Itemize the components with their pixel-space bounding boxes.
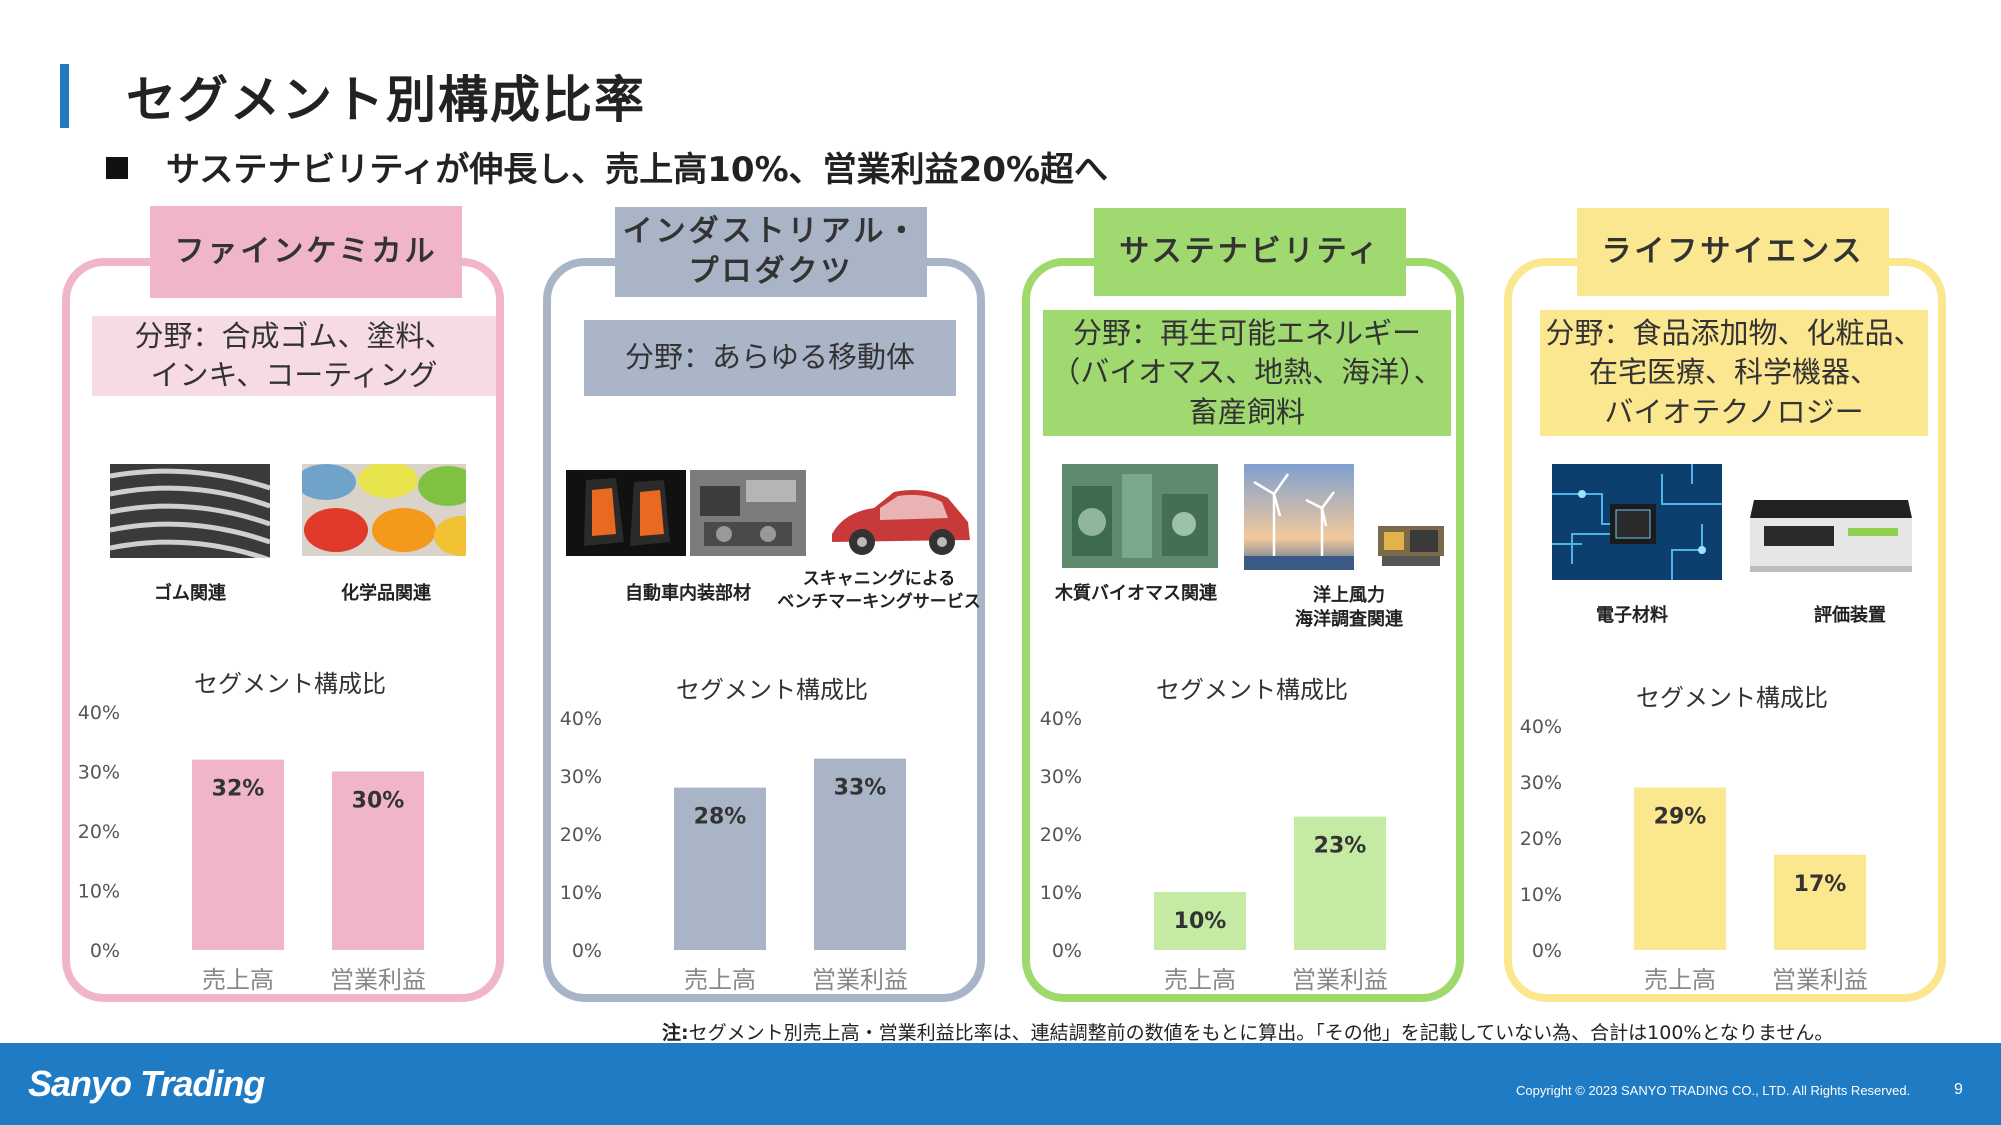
- field-sustainability: 分野：再生可能エネルギー （バイオマス、地熱、海洋）、 畜産飼料: [1043, 310, 1451, 436]
- y-tick-label: 20%: [1520, 828, 1562, 850]
- chart-title: セグメント構成比: [194, 670, 386, 698]
- survey-equipment-icon: [1370, 516, 1454, 572]
- subtitle-text: サステナビリティが伸長し、売上高10%、営業利益20%超へ: [166, 150, 1109, 190]
- y-tick-label: 20%: [78, 821, 120, 843]
- segment-chart-industrial-products: セグメント構成比 0% 10% 20% 30% 40% 28% 売上高 33% 営業利益: [560, 676, 908, 994]
- page-number: 9: [1954, 1081, 1963, 1098]
- photo-caption: 洋上風力 海洋調査関連: [1295, 585, 1403, 631]
- chart-title: セグメント構成比: [676, 676, 868, 704]
- paint-cans-icon: [302, 464, 466, 556]
- y-tick-label: 30%: [1040, 766, 1082, 788]
- photo-caption: ゴム関連: [154, 583, 226, 604]
- y-tick-label: 10%: [78, 881, 120, 903]
- footnote-label: 注:: [662, 1022, 689, 1044]
- footer-bar: Sanyo Trading Copyright © 2023 SANYO TRA…: [0, 1043, 2001, 1125]
- segment-title-industrial-products: インダストリアル・ プロダクツ: [615, 207, 927, 297]
- x-category-label: 営業利益: [330, 966, 426, 994]
- bar: [1154, 892, 1246, 950]
- photo-caption: 電子材料: [1596, 605, 1668, 626]
- bar: [192, 759, 284, 950]
- company-logo: Sanyo Trading: [28, 1063, 265, 1104]
- field-life-science: 分野：食品添加物、化粧品、 在宅医療、科学機器、 バイオテクノロジー: [1540, 310, 1928, 436]
- photo-caption: 評価装置: [1814, 605, 1886, 626]
- copyright: Copyright © 2023 SANYO TRADING CO., LTD.…: [1516, 1083, 1911, 1098]
- y-tick-label: 0%: [1532, 940, 1562, 962]
- engine-icon: [690, 470, 806, 556]
- x-category-label: 売上高: [202, 966, 274, 994]
- circuit-board-icon: [1552, 464, 1722, 580]
- y-tick-label: 10%: [1520, 884, 1562, 906]
- x-category-label: 営業利益: [1772, 966, 1868, 994]
- y-tick-label: 10%: [560, 882, 602, 904]
- bar: [1774, 854, 1866, 950]
- y-tick-label: 40%: [1040, 708, 1082, 730]
- footnote: 注:セグメント別売上高・営業利益比率は、連結調整前の数値をもとに算出。「その他」…: [662, 1018, 1833, 1045]
- bar: [1634, 787, 1726, 950]
- x-category-label: 売上高: [1164, 966, 1236, 994]
- bar-data-label: 28%: [694, 805, 747, 830]
- footnote-text: セグメント別売上高・営業利益比率は、連結調整前の数値をもとに算出。「その他」を記…: [688, 1022, 1834, 1044]
- y-tick-label: 30%: [560, 766, 602, 788]
- y-tick-label: 40%: [1520, 716, 1562, 738]
- bullet-square-icon: [106, 157, 128, 179]
- y-tick-label: 40%: [560, 708, 602, 730]
- bar-data-label: 10%: [1174, 909, 1227, 934]
- bar-data-label: 33%: [834, 776, 887, 801]
- segment-chart-life-science: セグメント構成比 0% 10% 20% 30% 40% 29% 売上高 17% 営業利益: [1520, 684, 1868, 994]
- field-fine-chemical: 分野：合成ゴム、塗料、 インキ、コーティング: [92, 316, 496, 396]
- y-tick-label: 20%: [1040, 824, 1082, 846]
- car-cutaway-icon: [824, 478, 974, 564]
- y-tick-label: 30%: [78, 762, 120, 784]
- bar: [814, 758, 906, 950]
- photo-caption: 化学品関連: [341, 583, 431, 604]
- car-seat-icon: [566, 470, 686, 556]
- y-tick-label: 20%: [560, 824, 602, 846]
- y-tick-label: 0%: [90, 940, 120, 962]
- bar-data-label: 32%: [212, 777, 265, 802]
- analyzer-device-icon: [1744, 488, 1918, 578]
- x-category-label: 営業利益: [1292, 966, 1388, 994]
- bar-data-label: 30%: [352, 789, 405, 814]
- segment-title-sustainability: サステナビリティ: [1094, 208, 1406, 296]
- chart-title: セグメント構成比: [1156, 676, 1348, 704]
- photo-caption: 木質バイオマス関連: [1055, 583, 1217, 604]
- y-tick-label: 0%: [572, 940, 602, 962]
- title-accent-bar: [60, 64, 69, 128]
- page-title: セグメント別構成比率: [126, 71, 646, 129]
- tire-icon: [110, 464, 270, 558]
- y-tick-label: 40%: [78, 702, 120, 724]
- bar-data-label: 29%: [1654, 805, 1707, 830]
- field-industrial-products: 分野：あらゆる移動体: [584, 320, 956, 396]
- y-tick-label: 0%: [1052, 940, 1082, 962]
- biomass-plant-icon: [1062, 464, 1218, 568]
- bar-data-label: 17%: [1794, 872, 1847, 897]
- wind-turbine-icon: [1244, 464, 1354, 570]
- subtitle: サステナビリティが伸長し、売上高10%、営業利益20%超へ: [106, 142, 1108, 191]
- x-category-label: 売上高: [684, 966, 756, 994]
- segment-title-life-science: ライフサイエンス: [1577, 208, 1889, 296]
- segment-chart-sustainability: セグメント構成比 0% 10% 20% 30% 40% 10% 売上高 23% 営業利益: [1040, 676, 1388, 994]
- segment-chart-fine-chemical: セグメント構成比 0% 10% 20% 30% 40% 32% 売上高 30% 営業利益: [78, 670, 426, 994]
- chart-title: セグメント構成比: [1636, 684, 1828, 712]
- x-category-label: 営業利益: [812, 966, 908, 994]
- y-tick-label: 30%: [1520, 772, 1562, 794]
- photo-caption: 自動車内装部材: [625, 583, 751, 604]
- bar: [1294, 816, 1386, 950]
- photo-caption: スキャニングによる ベンチマーキングサービス: [777, 569, 981, 612]
- bar-data-label: 23%: [1314, 834, 1367, 859]
- bar: [332, 771, 424, 950]
- x-category-label: 売上高: [1644, 966, 1716, 994]
- bar: [674, 787, 766, 950]
- segment-title-fine-chemical: ファインケミカル: [150, 206, 462, 298]
- y-tick-label: 10%: [1040, 882, 1082, 904]
